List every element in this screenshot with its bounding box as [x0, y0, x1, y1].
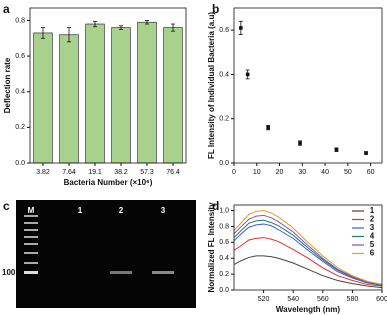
- x-tick-label: 580: [347, 296, 359, 303]
- x-axis-label: Wavelength (nm): [276, 305, 340, 314]
- legend-label: 5: [370, 240, 375, 249]
- error-bar: [145, 20, 149, 25]
- y-axis-label: FL Intensity of Individual Bacteria (a.u…: [207, 12, 216, 159]
- legend-label: 2: [370, 215, 375, 224]
- error-bar: [93, 20, 97, 28]
- ladder-band: [24, 243, 38, 245]
- y-tick-label: 0.6: [219, 27, 229, 34]
- y-axis-label: Deflection rate: [3, 57, 12, 113]
- point: [334, 147, 339, 152]
- x-tick-label: 7.64: [62, 169, 76, 176]
- x-tick-label: 40: [321, 169, 329, 176]
- lane-label: 1: [78, 206, 83, 215]
- gel: [16, 200, 196, 308]
- legend-label: 4: [370, 232, 375, 241]
- lane-label: 3: [161, 206, 166, 215]
- error-bar: [171, 23, 175, 32]
- x-tick-label: 540: [287, 296, 299, 303]
- ladder-band: [24, 262, 38, 264]
- ladder-band: [24, 229, 38, 231]
- legend-label: 3: [370, 223, 375, 232]
- ladder-band: [24, 236, 38, 238]
- x-tick-label: 19.1: [88, 169, 102, 176]
- line: [233, 255, 383, 289]
- point: [239, 26, 243, 30]
- panel-label: a: [3, 2, 10, 16]
- legend-label: 6: [370, 249, 375, 258]
- x-tick-label: 0: [232, 169, 236, 176]
- point: [266, 125, 270, 130]
- x-tick-label: 10: [253, 169, 261, 176]
- y-tick-label: 0.6: [15, 53, 25, 60]
- bar: [85, 23, 105, 164]
- ladder-band: [24, 252, 38, 254]
- sample-band: [152, 271, 174, 274]
- marker-label: 100: [2, 268, 16, 277]
- x-tick-label: 520: [258, 296, 270, 303]
- y-tick-label: 0.6: [219, 239, 229, 246]
- plot-frame: [233, 204, 383, 291]
- panel-label: d: [212, 199, 219, 213]
- bar: [111, 27, 131, 164]
- y-tick-label: 0.2: [15, 124, 25, 131]
- bar: [59, 34, 79, 164]
- ladder-band: [24, 215, 38, 217]
- sample-band: [110, 271, 132, 274]
- ladder: [24, 215, 38, 274]
- panel-label: c: [3, 199, 10, 213]
- ladder-band: [24, 222, 38, 224]
- x-tick-label: 50: [344, 169, 352, 176]
- panel-label: b: [212, 2, 219, 16]
- line: [233, 214, 383, 285]
- error-bar: [41, 27, 45, 39]
- line: [233, 219, 383, 286]
- y-tick-label: 0.4: [219, 255, 229, 262]
- x-tick-label: 38.2: [114, 169, 128, 176]
- error-bar: [119, 25, 123, 30]
- lane-label: M: [28, 206, 35, 215]
- x-tick-label: 30: [298, 169, 306, 176]
- y-tick-label: 0.0: [219, 160, 229, 167]
- point: [245, 72, 250, 77]
- y-tick-label: 0.0: [219, 287, 229, 294]
- x-tick-label: 60: [367, 169, 375, 176]
- x-tick-label: 57.3: [140, 169, 154, 176]
- bar: [163, 27, 183, 164]
- x-tick-label: 560: [317, 296, 329, 303]
- error-bar: [67, 27, 71, 43]
- y-tick-label: 0.2: [219, 116, 229, 123]
- plot-frame: [29, 7, 187, 164]
- x-tick-label: 600: [376, 296, 387, 303]
- x-tick-label: 76.4: [166, 169, 180, 176]
- bar: [33, 32, 53, 164]
- y-axis-label: Normalized FL Intensity: [207, 202, 216, 293]
- y-tick-label: 0.8: [15, 17, 25, 24]
- line: [233, 210, 383, 285]
- lane-label: 2: [119, 206, 124, 215]
- point: [298, 141, 302, 145]
- y-tick-label: 0.0: [15, 160, 25, 167]
- plot-frame: [233, 7, 383, 164]
- x-tick-label: 3.82: [36, 169, 50, 176]
- bar: [137, 21, 157, 164]
- legend-label: 1: [370, 206, 375, 215]
- ladder-band: [24, 271, 38, 274]
- y-tick-label: 0.8: [219, 223, 229, 230]
- y-tick-label: 0.2: [219, 271, 229, 278]
- line: [233, 223, 383, 286]
- y-tick-label: 0.4: [15, 89, 25, 96]
- point: [364, 151, 368, 155]
- line: [233, 237, 383, 287]
- y-tick-label: 1.0: [219, 207, 229, 214]
- x-tick-label: 20: [276, 169, 284, 176]
- gel-panel: M 1 2 3 100 c: [2, 199, 196, 308]
- y-tick-label: 0.4: [219, 71, 229, 78]
- x-axis-label: Bacteria Number (×10⁶): [64, 178, 153, 187]
